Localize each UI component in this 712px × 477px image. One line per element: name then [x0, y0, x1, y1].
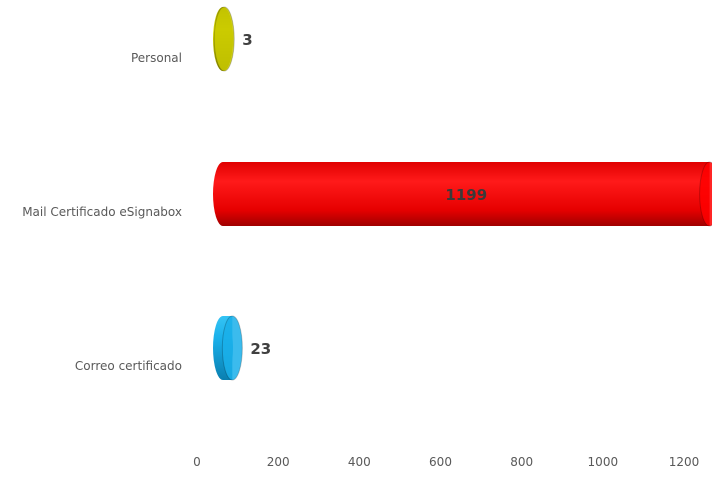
bar-cap-end — [699, 161, 712, 227]
category-label-mail-certificado: Mail Certificado eSignabox — [22, 205, 182, 219]
bar-cap-start — [213, 162, 233, 226]
bar-body — [223, 162, 710, 226]
category-label-correo-certificado: Correo certificado — [75, 359, 182, 373]
data-label-mail-certificado: 1199 — [445, 186, 487, 204]
data-label-correo-certificado: 23 — [250, 340, 271, 358]
x-tick-label: 400 — [348, 455, 371, 469]
bar-1 — [213, 161, 712, 227]
x-tick-label: 1000 — [588, 455, 619, 469]
x-tick-label: 200 — [267, 455, 290, 469]
bars-group — [213, 6, 712, 381]
bar-0 — [213, 6, 235, 72]
x-tick-label: 600 — [429, 455, 452, 469]
bar-cap-end — [221, 315, 243, 381]
x-tick-label: 1200 — [669, 455, 700, 469]
x-tick-label: 800 — [510, 455, 533, 469]
bar-cap-end — [213, 6, 235, 72]
x-tick-label: 0 — [193, 455, 201, 469]
bar-2 — [213, 315, 243, 381]
data-label-personal: 3 — [242, 31, 252, 49]
category-label-personal: Personal — [131, 51, 182, 65]
